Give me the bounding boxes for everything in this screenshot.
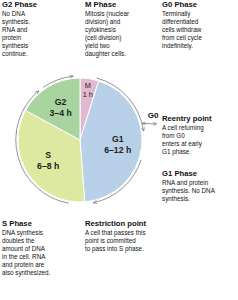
svg-text:G2 Phase: G2 Phase	[8, 0, 38, 9]
svg-text:Mitosis (nucleardivision) andc: Mitosis (nucleardivision) andcytokinesis…	[85, 10, 129, 58]
svg-text:G1 Phase: G1 Phase	[162, 169, 198, 178]
svg-text:S Phase: S Phase	[8, 219, 33, 228]
svg-text:G23–4 h: G23–4 h	[50, 97, 72, 117]
svg-text:A cell that passes thispoint i: A cell that passes thispoint is committe…	[85, 229, 146, 253]
svg-text:G0 Phase: G0 Phase	[162, 0, 198, 9]
svg-text:S6–8 h: S6–8 h	[37, 150, 59, 170]
svg-text:M Phase: M Phase	[85, 0, 117, 9]
svg-text:A cell returningfrom G0enters: A cell returningfrom G0enters at earlyG1…	[162, 124, 204, 156]
svg-text:Restriction point: Restriction point	[85, 219, 147, 228]
svg-text:G0: G0	[148, 111, 159, 120]
svg-text:DNA synthesisdoubles theamount: DNA synthesisdoubles theamount of DNAin …	[8, 229, 51, 277]
svg-text:Reentry point: Reentry point	[162, 114, 212, 123]
svg-text:M1 h: M1 h	[83, 81, 93, 99]
svg-text:G16–12 h: G16–12 h	[104, 134, 131, 154]
svg-text:Terminallydifferentiatedcells: Terminallydifferentiatedcells withdrawfr…	[162, 10, 202, 50]
svg-text:RNA and proteinsynthesis. No D: RNA and proteinsynthesis. No DNAsynthesi…	[162, 179, 216, 203]
svg-text:No DNAsynthesis.RNA andprotein: No DNAsynthesis.RNA andproteinsynthesisc…	[8, 10, 30, 57]
